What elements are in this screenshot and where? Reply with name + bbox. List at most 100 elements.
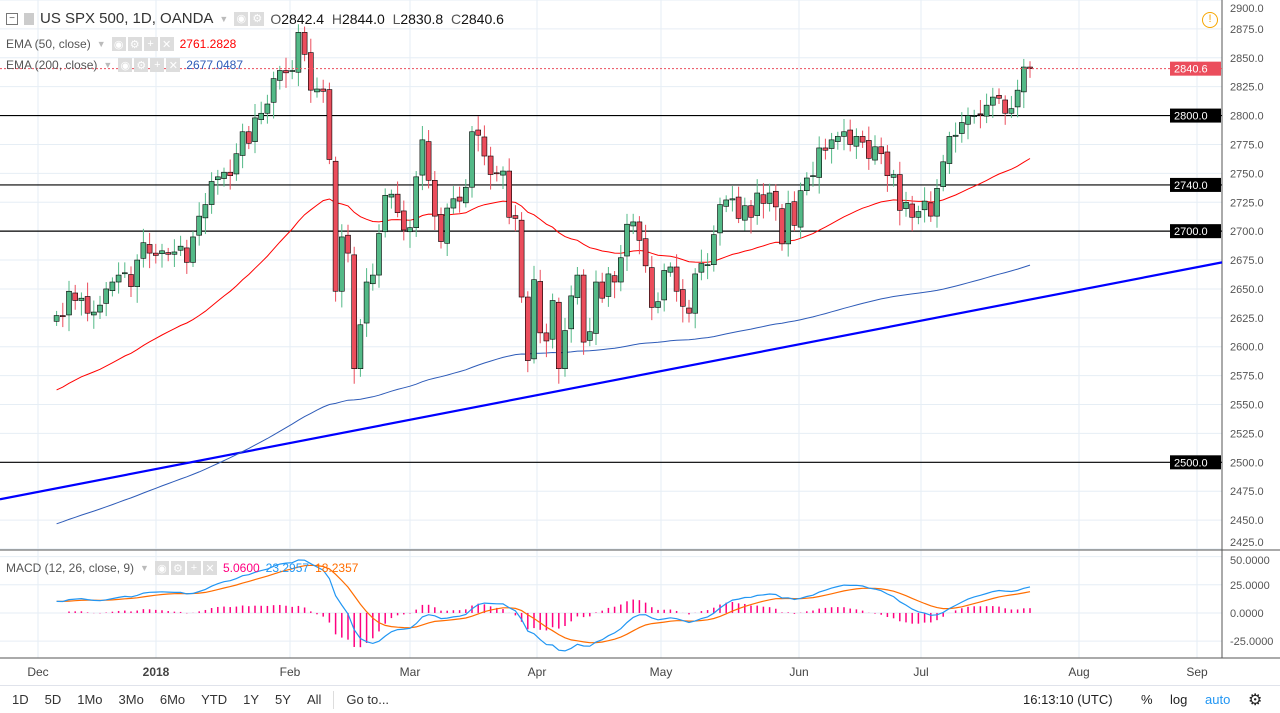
candle-body bbox=[921, 200, 928, 211]
range-3mo[interactable]: 3Mo bbox=[118, 692, 144, 707]
gear-icon[interactable]: ⚙ bbox=[170, 561, 185, 575]
range-5d[interactable]: 5D bbox=[44, 692, 62, 707]
candle-body bbox=[766, 192, 773, 204]
close-icon[interactable]: ✕ bbox=[166, 58, 181, 72]
candle-body bbox=[283, 70, 289, 74]
range-1mo[interactable]: 1Mo bbox=[77, 692, 103, 707]
chevron-down-icon[interactable]: ▼ bbox=[219, 13, 229, 24]
candle-body bbox=[636, 221, 643, 241]
trendline bbox=[0, 261, 1223, 501]
candle-body bbox=[338, 236, 345, 292]
range-ytd[interactable]: YTD bbox=[201, 692, 228, 707]
candle-body bbox=[872, 146, 878, 161]
candle-body bbox=[419, 139, 426, 176]
candle-body bbox=[828, 139, 835, 149]
eye-icon[interactable]: ◉ bbox=[111, 37, 126, 51]
range-6mo[interactable]: 6Mo bbox=[159, 692, 186, 707]
candle-body bbox=[159, 250, 165, 254]
macd-tick-label: 0.0000 bbox=[1230, 608, 1264, 620]
candle-body bbox=[91, 311, 97, 316]
candle-body bbox=[115, 274, 122, 283]
price-tick-label: 2600.0 bbox=[1230, 342, 1264, 354]
chevron-down-icon[interactable]: ▼ bbox=[140, 563, 149, 573]
macd-signal-line bbox=[56, 564, 1031, 644]
plus-icon[interactable]: + bbox=[186, 561, 201, 575]
candle-body bbox=[772, 190, 779, 208]
range-1y[interactable]: 1Y bbox=[243, 692, 260, 707]
candle-body bbox=[196, 215, 202, 236]
go-to-button[interactable]: Go to... bbox=[346, 692, 390, 707]
candle-body bbox=[599, 281, 606, 299]
candle-body bbox=[233, 153, 240, 175]
candle-body bbox=[624, 223, 630, 257]
candle-body bbox=[1008, 108, 1015, 114]
macd-label[interactable]: MACD (12, 26, close, 9) bbox=[6, 561, 135, 575]
percent-toggle[interactable]: % bbox=[1141, 692, 1153, 707]
divider bbox=[333, 690, 335, 709]
plus-icon[interactable]: + bbox=[150, 58, 165, 72]
price-tick-label: 2875.0 bbox=[1230, 24, 1264, 36]
candle-body bbox=[407, 227, 413, 233]
eye-icon[interactable]: ◉ bbox=[234, 11, 249, 26]
time-tick-label: Mar bbox=[400, 665, 421, 679]
range-1d[interactable]: 1D bbox=[12, 692, 29, 707]
candle-body bbox=[487, 155, 494, 175]
candle-body bbox=[847, 129, 854, 145]
range-5y[interactable]: 5Y bbox=[275, 692, 291, 707]
candle-body bbox=[717, 204, 723, 234]
chevron-down-icon[interactable]: ▼ bbox=[96, 39, 106, 49]
alert-icon[interactable]: ! bbox=[1202, 12, 1218, 28]
chart-canvas[interactable]: 2900.0 2875.0 2850.0 2825.0 2800.0 2775.0 2750… bbox=[0, 0, 1280, 685]
candle-body bbox=[307, 52, 314, 91]
candle-body bbox=[363, 281, 370, 324]
candle-body bbox=[208, 181, 215, 205]
range-all[interactable]: All bbox=[306, 692, 322, 707]
plus-icon[interactable]: + bbox=[143, 37, 158, 51]
candle-body bbox=[1014, 89, 1021, 108]
candle-body bbox=[134, 259, 140, 287]
candle-body bbox=[983, 104, 990, 117]
candle-body bbox=[729, 198, 736, 201]
candle-body bbox=[202, 204, 209, 219]
candle-body bbox=[934, 188, 940, 217]
gear-icon[interactable]: ⚙ bbox=[250, 11, 265, 26]
settings-gear-icon[interactable]: ⚙ bbox=[1248, 691, 1263, 709]
eye-icon[interactable]: ◉ bbox=[154, 561, 169, 575]
candle-body bbox=[59, 315, 66, 317]
symbol-title[interactable]: US SPX 500, 1D, OANDA bbox=[40, 10, 214, 27]
eye-icon[interactable]: ◉ bbox=[118, 58, 133, 72]
candle-body bbox=[227, 171, 233, 176]
candle-body bbox=[661, 270, 668, 301]
candle-body bbox=[295, 32, 302, 73]
macd-value: 23.2957 bbox=[265, 561, 310, 575]
candle-body bbox=[512, 215, 519, 219]
ema200-label[interactable]: EMA (200, close) bbox=[6, 58, 98, 72]
collapse-icon[interactable]: − bbox=[6, 12, 18, 25]
flag-icon[interactable] bbox=[24, 12, 34, 25]
price-tick-label: 2700.0 bbox=[1230, 226, 1264, 238]
ema50-line bbox=[56, 158, 1031, 391]
close-icon[interactable]: ✕ bbox=[202, 561, 217, 575]
candle-body bbox=[903, 201, 909, 209]
candle-body bbox=[655, 301, 661, 308]
price-tick-label: 2425.0 bbox=[1230, 537, 1264, 549]
candle-body bbox=[549, 300, 556, 340]
log-toggle[interactable]: log bbox=[1170, 692, 1188, 707]
gear-icon[interactable]: ⚙ bbox=[127, 37, 142, 51]
auto-toggle[interactable]: auto bbox=[1205, 692, 1231, 707]
macd-hist-value: 5.0600 bbox=[222, 561, 260, 575]
candle-body bbox=[630, 221, 637, 227]
gear-icon[interactable]: ⚙ bbox=[134, 58, 149, 72]
candle-body bbox=[791, 201, 798, 226]
candle-body bbox=[940, 161, 947, 187]
close-icon[interactable]: ✕ bbox=[159, 37, 174, 51]
chevron-down-icon[interactable]: ▼ bbox=[103, 60, 113, 70]
candle-body bbox=[66, 290, 72, 316]
candle-body bbox=[531, 279, 537, 360]
ema50-label[interactable]: EMA (50, close) bbox=[6, 37, 91, 51]
candle-body bbox=[574, 274, 581, 298]
candle-body bbox=[977, 113, 984, 116]
candle-body bbox=[506, 170, 513, 218]
candle-body bbox=[53, 315, 60, 322]
candle-body bbox=[153, 252, 159, 256]
